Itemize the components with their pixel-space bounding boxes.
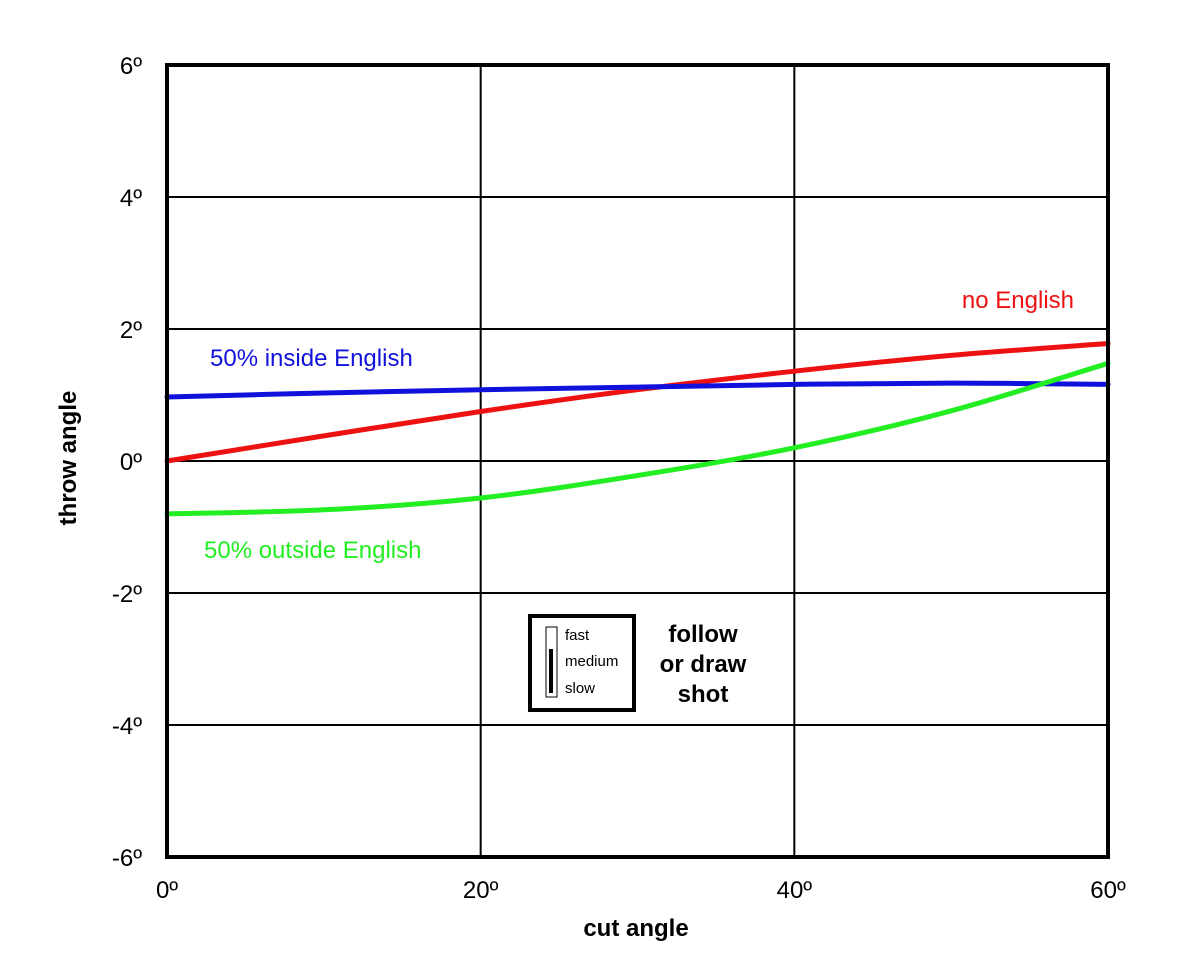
series-line-no-english [164,341,1111,464]
grid-lines [167,65,1108,857]
legend-speed-medium: medium [565,653,618,670]
legend-shot-type-line-3: shot [678,681,729,708]
y-tick-label: 6º [120,53,142,80]
x-tick-labels: 0º 20º 40º 60º [156,877,1126,904]
y-tick-labels: 6º 4º 2º 0º -2º -4º -6º [112,53,142,872]
legend-box: fast medium slow [528,614,636,712]
plot-frame [165,63,1110,859]
speed-gauge-fill [549,649,553,693]
legend-speed-slow: slow [565,680,595,697]
x-tick-label: 20º [463,877,499,904]
series-label-no-english: no English [962,287,1074,314]
x-axis-title: cut angle [583,915,688,942]
series-line-inside-english [164,380,1111,400]
series-label-outside-english: 50% outside English [204,537,421,564]
legend-shot-type-line-1: follow [668,621,738,648]
x-tick-label: 40º [777,877,813,904]
y-tick-label: 0º [120,449,142,476]
series-lines [164,341,1111,517]
y-tick-label: -4º [112,713,142,740]
x-tick-label: 60º [1090,877,1126,904]
series-line-outside-english [164,360,1111,517]
x-tick-label: 0º [156,877,178,904]
y-tick-label: -6º [112,845,142,872]
series-label-inside-english: 50% inside English [210,345,413,372]
y-tick-label: 2º [120,317,142,344]
legend-speed-fast: fast [565,627,590,644]
y-tick-label: -2º [112,581,142,608]
legend-shot-type-line-2: or draw [660,651,747,678]
y-axis-title: throw angle [55,391,82,526]
y-tick-label: 4º [120,185,142,212]
